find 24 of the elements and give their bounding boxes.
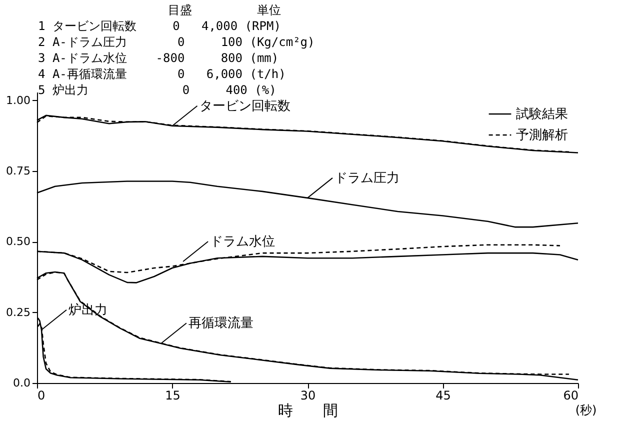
text: 3 A-ドラム水位 -800 800 (mm) bbox=[38, 50, 280, 66]
annotation: タービン回転数 bbox=[199, 98, 290, 114]
text: (秒) bbox=[575, 403, 597, 417]
x-tick-label: 15 bbox=[165, 388, 180, 402]
x-tick-label: 0 bbox=[38, 388, 46, 402]
annotation: 5 炉出力 0 400 (%) bbox=[38, 82, 278, 98]
annotation: 再循環流量 bbox=[188, 315, 254, 332]
text: 目盛 単位 bbox=[167, 2, 282, 18]
text: 1 タービン回転数 0 4,000 (RPM) bbox=[38, 18, 282, 34]
y-tick-label: 0.50 bbox=[6, 235, 30, 248]
y-tick-label: 0.0 bbox=[13, 376, 30, 390]
y-tick-label: 0.75 bbox=[6, 164, 30, 178]
x-tick-label: 60 bbox=[563, 388, 578, 402]
annotation: ドラム水位 bbox=[210, 234, 276, 250]
y-tick-label: 0.25 bbox=[6, 306, 30, 319]
annotation: ドラム圧力 bbox=[334, 170, 400, 186]
y-tick-label: 1.00 bbox=[6, 94, 30, 107]
x-axis-title: 時 間 bbox=[278, 402, 338, 420]
text: 2 A-ドラム圧力 0 100 (Kg/cm²g) bbox=[38, 34, 315, 50]
x-tick-label: 45 bbox=[436, 388, 451, 402]
text: 4 A-再循環流量 0 6,000 (t/h) bbox=[38, 66, 287, 82]
x-tick-label: 30 bbox=[300, 388, 316, 402]
legend-label: 予測解析 bbox=[516, 128, 568, 143]
legend-label: 試験結果 bbox=[516, 107, 568, 122]
